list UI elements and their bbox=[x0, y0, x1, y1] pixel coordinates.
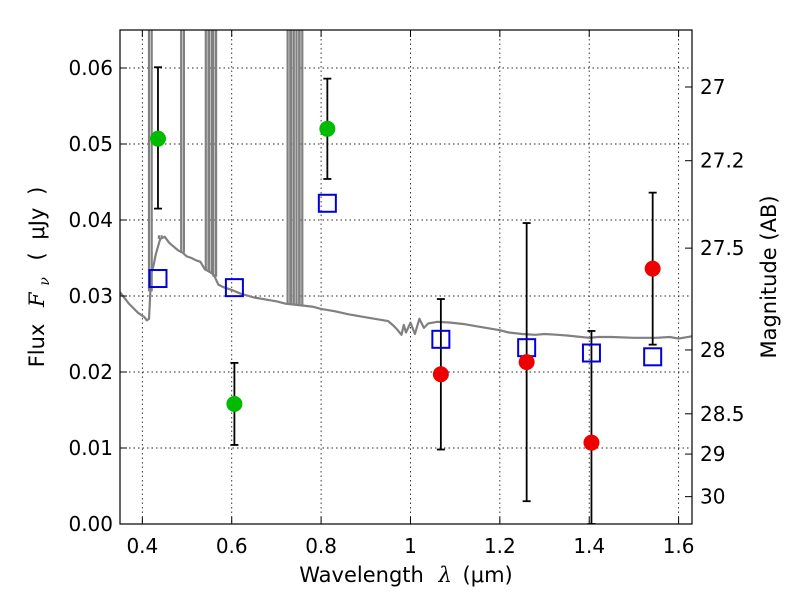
x-tick-labels: 0.4 0.6 0.8 1 1.2 1.4 1.6 bbox=[126, 534, 694, 558]
y2-tick-label: 27 bbox=[700, 75, 725, 99]
emission-line bbox=[157, 235, 163, 239]
y2-axis-label: Magnitude (AB) bbox=[757, 195, 781, 358]
data-point bbox=[319, 120, 336, 137]
y2-tick-label: 27.5 bbox=[700, 236, 745, 260]
data-point bbox=[644, 260, 661, 277]
y-tick-label: 0.02 bbox=[68, 360, 113, 384]
y-axis-unit-open: ( bbox=[25, 252, 49, 260]
x-tick-label: 1.2 bbox=[484, 534, 516, 558]
x-axis-label: Wavelength λ (μm) bbox=[299, 563, 512, 587]
emission-line bbox=[298, 30, 304, 306]
y-tick-label: 0.03 bbox=[68, 284, 113, 308]
plot-frame bbox=[119, 29, 693, 525]
y-axis-unit-close: ) bbox=[25, 187, 49, 195]
y-axis-symbol: F bbox=[25, 291, 49, 308]
emission-lines bbox=[147, 30, 304, 306]
model-square bbox=[581, 343, 601, 363]
y2-tick-label: 28 bbox=[700, 338, 725, 362]
x-tick-label: 0.6 bbox=[216, 534, 248, 558]
emission-line bbox=[147, 30, 153, 292]
y-tick-labels: 0.00 0.01 0.02 0.03 0.04 0.05 0.06 bbox=[68, 56, 113, 536]
model-squares bbox=[148, 193, 663, 367]
model-square bbox=[643, 347, 663, 367]
y-tick-label: 0.01 bbox=[68, 436, 113, 460]
axis-ticks bbox=[120, 30, 692, 525]
y-axis-unit: μJy bbox=[25, 208, 49, 240]
data-point bbox=[149, 130, 166, 147]
spectrum-line bbox=[120, 235, 692, 340]
data-point bbox=[432, 366, 449, 383]
x-tick-label: 0.4 bbox=[126, 534, 158, 558]
model-square bbox=[148, 269, 168, 289]
x-axis-label-text: Wavelength bbox=[299, 563, 424, 587]
y-axis-label: Flux F ν ( μJy ) bbox=[25, 187, 54, 368]
y-tick-label: 0.06 bbox=[68, 56, 113, 80]
model-square bbox=[224, 278, 244, 298]
emission-line bbox=[212, 30, 218, 277]
emission-line bbox=[286, 30, 292, 304]
model-square bbox=[317, 193, 337, 213]
y-tick-label: 0.04 bbox=[68, 208, 113, 232]
x-tick-label: 0.8 bbox=[305, 534, 337, 558]
y-axis-subscript: ν bbox=[37, 277, 53, 286]
x-axis-unit: (μm) bbox=[463, 563, 513, 587]
y-tick-label: 0.00 bbox=[68, 512, 113, 536]
x-tick-label: 1 bbox=[404, 534, 417, 558]
y2-tick-label: 29 bbox=[700, 442, 725, 466]
emission-line bbox=[208, 30, 214, 273]
y2-tick-label: 28.5 bbox=[700, 402, 745, 426]
data-point bbox=[518, 354, 535, 371]
y2-tick-label: 30 bbox=[700, 485, 725, 509]
y2-tick-label: 27.2 bbox=[700, 149, 745, 173]
y2-tick-labels: 27 27.2 27.5 28 28.5 29 30 bbox=[700, 75, 745, 509]
x-axis-symbol: λ bbox=[438, 563, 452, 587]
y-axis-label-text: Flux bbox=[25, 324, 49, 368]
x-tick-label: 1.6 bbox=[663, 534, 695, 558]
model-square bbox=[431, 329, 451, 349]
data-points bbox=[149, 120, 661, 451]
y-tick-label: 0.05 bbox=[68, 132, 113, 156]
emission-line bbox=[204, 30, 210, 271]
emission-line bbox=[180, 30, 185, 253]
data-point bbox=[226, 395, 243, 412]
x-tick-label: 1.4 bbox=[573, 534, 605, 558]
data-point bbox=[583, 434, 600, 451]
emission-line bbox=[290, 30, 295, 305]
